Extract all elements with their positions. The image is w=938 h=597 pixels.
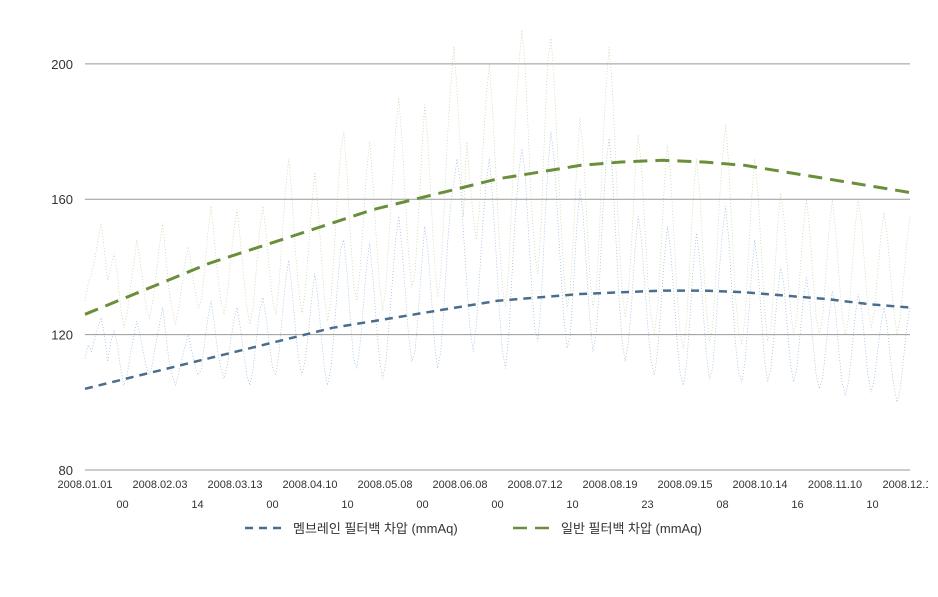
x-tick-label-2: 00 (491, 499, 503, 511)
trend-blue-line (85, 291, 910, 389)
x-tick-label-2: 08 (716, 499, 728, 511)
chart-svg: 80 120 160 200 2008.01.01 2008.02.03 2008.03.1… (10, 10, 928, 587)
x-tick-label-2: 16 (791, 499, 803, 511)
x-tick-label-1: 2008.03.13 (207, 479, 262, 491)
x-tick-label-2: 10 (341, 499, 353, 511)
trend-green-line (85, 160, 910, 314)
y-tick-label: 160 (51, 192, 73, 207)
x-tick-label-1: 2008.01.01 (57, 479, 112, 491)
x-tick-label-1: 2008.12.12 (882, 479, 928, 491)
series-blue-line (85, 132, 910, 403)
legend-label: 멤브레인 필터백 차압 (mmAq) (293, 521, 458, 536)
y-tick-label: 200 (51, 57, 73, 72)
x-tick-label-2: 00 (116, 499, 128, 511)
x-tick-label-1: 2008.07.12 (507, 479, 562, 491)
legend-label: 일반 필터백 차압 (mmAq) (561, 521, 702, 536)
x-tick-label-2: 00 (416, 499, 428, 511)
x-tick-label-1: 2008.11.10 (808, 479, 862, 491)
y-tick-label: 120 (51, 328, 73, 343)
x-tick-label-2: 10 (866, 499, 878, 511)
y-tick-label: 80 (59, 463, 73, 478)
x-tick-label-1: 2008.10.14 (732, 479, 787, 491)
x-tick-label-2: 10 (566, 499, 578, 511)
chart-container: 80 120 160 200 2008.01.01 2008.02.03 2008.03.1… (10, 10, 928, 587)
x-tick-label-2: 14 (191, 499, 203, 511)
x-tick-label-2: 00 (266, 499, 278, 511)
x-tick-label-1: 2008.02.03 (132, 479, 187, 491)
x-tick-label-1: 2008.09.15 (657, 479, 712, 491)
x-tick-label-1: 2008.06.08 (432, 479, 487, 491)
x-tick-label-1: 2008.04.10 (282, 479, 337, 491)
x-tick-label-2: 23 (641, 499, 653, 511)
x-tick-label-1: 2008.08.19 (582, 479, 637, 491)
x-tick-label-1: 2008.05.08 (357, 479, 412, 491)
